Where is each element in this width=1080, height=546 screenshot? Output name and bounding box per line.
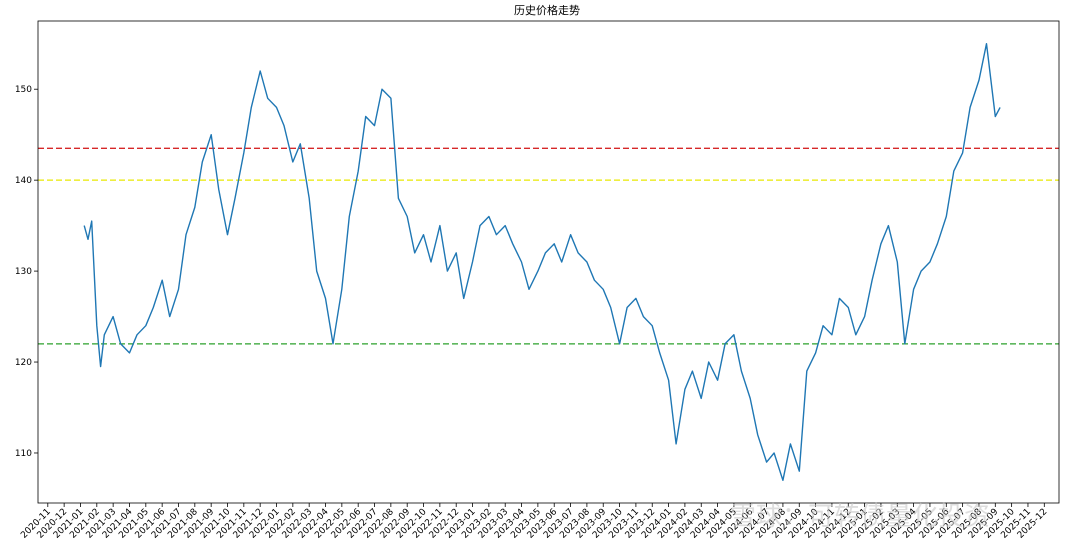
y-axis: 110 120 130 140 150 [15, 85, 38, 459]
price-series-line [83, 43, 1001, 481]
y-tick-label: 150 [15, 85, 32, 95]
chart-title: 历史价格走势 [514, 3, 580, 17]
axes-frame [37, 20, 1060, 504]
plot-area [38, 43, 1059, 481]
y-tick-label: 110 [15, 449, 32, 459]
y-tick-label: 140 [15, 176, 32, 186]
y-tick-label: 120 [15, 358, 32, 368]
y-tick-label: 130 [15, 267, 32, 277]
x-axis: 2020-112020-122021-012021-022021-032021-… [19, 503, 1049, 541]
watermark-text: 雪球：可转债量化投资 [730, 502, 990, 532]
